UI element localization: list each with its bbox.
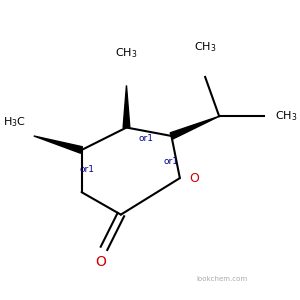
Text: or1: or1 xyxy=(139,134,154,143)
Text: O: O xyxy=(189,172,199,184)
Text: H$_3$C: H$_3$C xyxy=(3,115,26,129)
Text: CH$_3$: CH$_3$ xyxy=(115,46,138,60)
Text: lookchem.com: lookchem.com xyxy=(196,276,247,282)
Text: or1: or1 xyxy=(164,157,179,166)
Text: O: O xyxy=(96,255,106,269)
Text: CH$_3$: CH$_3$ xyxy=(194,41,216,55)
Text: or1: or1 xyxy=(80,165,94,174)
Text: CH$_3$: CH$_3$ xyxy=(275,110,298,123)
Polygon shape xyxy=(123,85,130,128)
Polygon shape xyxy=(170,116,219,139)
Polygon shape xyxy=(34,136,82,153)
